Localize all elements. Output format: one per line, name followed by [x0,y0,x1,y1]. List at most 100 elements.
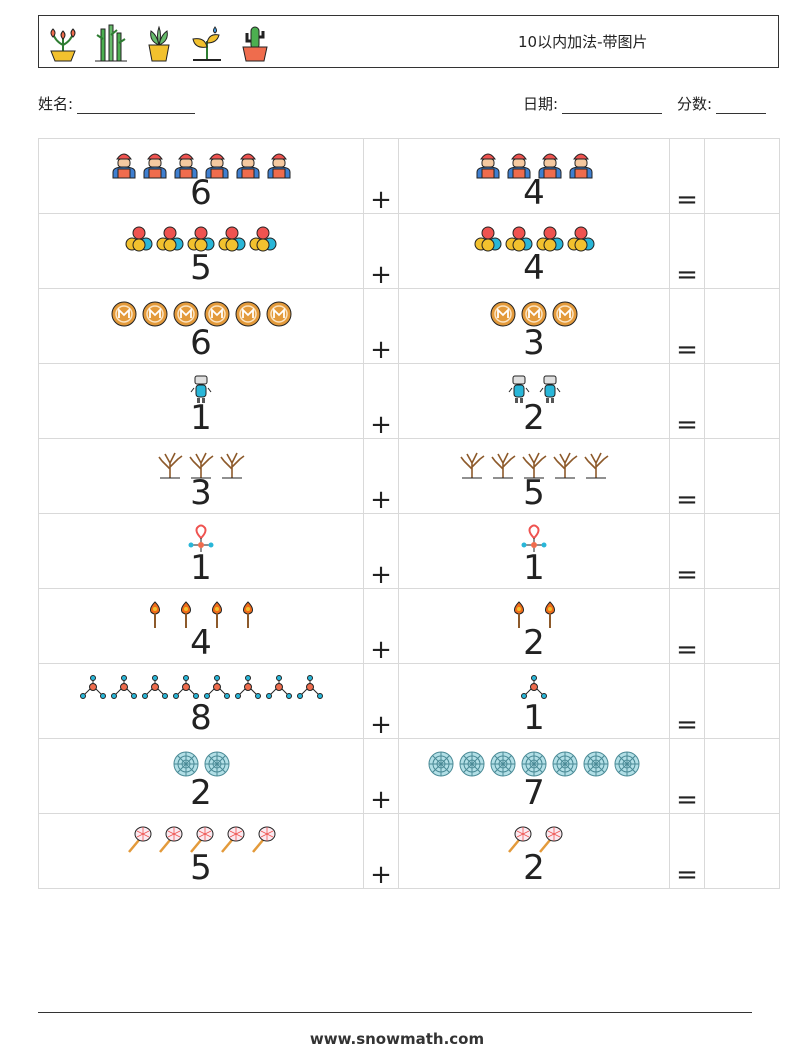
addend-b-number: 1 [523,698,545,738]
addend-b-pictures [399,597,669,631]
equals-sign: = [669,363,705,439]
addend-a-cell: 4 [38,588,364,664]
sprout-icon [192,26,221,61]
net-icon [507,826,531,853]
addend-a-pictures [39,222,363,256]
equals-sign: = [669,738,705,814]
addend-b-pictures [399,672,669,706]
net-icon [190,826,214,853]
problem-row: 8 +1 = [38,663,780,739]
score-blank[interactable] [716,99,767,114]
answer-cell[interactable] [704,438,780,514]
equals-sign: = [669,663,705,739]
worker-icon [267,153,290,179]
addend-b-number: 4 [523,248,545,288]
net-icon [221,826,245,853]
monero-coin-icon [521,301,547,327]
date-field: 日期: [523,93,663,114]
torch-icon [180,601,191,628]
monero-coin-icon [552,301,578,327]
answer-cell[interactable] [704,513,780,589]
addend-a-pictures [39,297,363,331]
problem-table: 6 +4 = 5 +4 = 6 +3 = 1 +2 = 3 +5 = 1 +1 = 4 +2 = 8 +1 = 2 +7 = 5 +2 = [38,138,780,889]
molecule-icon [521,675,547,699]
name-blank[interactable] [77,99,196,114]
molecule-icon [110,675,137,699]
plus-sign: + [363,738,399,814]
footer-url: www.snowmath.com [309,1030,485,1048]
molecule-icon [203,675,230,699]
net-icon [159,826,183,853]
bare-tree-icon [189,452,214,479]
addend-a-pictures [39,447,363,481]
problem-row: 5 +4 = [38,213,780,289]
spider-web-icon [173,751,198,777]
plus-sign: + [363,138,399,214]
addend-b-number: 2 [523,623,545,663]
answer-cell[interactable] [704,813,780,889]
addend-a-number: 1 [190,398,212,438]
answer-cell[interactable] [704,288,780,364]
addend-a-pictures [39,522,363,556]
bare-tree-icon [553,452,578,479]
answer-cell[interactable] [704,663,780,739]
worker-icon [569,153,592,179]
robot-icon [190,375,212,403]
molecule-icon [172,675,199,699]
addend-a-cell: 6 [38,138,364,214]
coins-icon [249,226,277,252]
addend-a-cell: 1 [38,363,364,439]
spider-web-icon [428,751,454,777]
molecule-icon [79,675,106,699]
coins-icon [536,226,563,252]
addend-b-cell: 1 [398,663,670,739]
torch-icon [242,601,253,628]
robot-icon [508,375,529,403]
addend-b-number: 4 [523,173,545,213]
torch-icon [513,601,524,628]
coins-icon [187,226,215,252]
bamboo-icon [95,24,127,62]
page-title: 10以内加法-带图片 [518,33,648,51]
addend-b-cell: 4 [398,138,670,214]
monero-coin-icon [266,301,291,327]
answer-cell[interactable] [704,213,780,289]
worker-icon [112,153,135,179]
equals-sign: = [669,588,705,664]
plus-sign: + [363,213,399,289]
location-pin-icon [521,524,547,552]
addend-a-number: 5 [190,848,212,888]
answer-cell[interactable] [704,138,780,214]
addend-a-pictures [39,372,363,406]
net-icon [538,826,562,853]
addend-a-pictures [39,147,363,181]
addend-b-cell: 5 [398,438,670,514]
answer-cell[interactable] [704,363,780,439]
problem-row: 1 +2 = [38,363,780,439]
answer-cell[interactable] [704,738,780,814]
monero-coin-icon [111,301,136,327]
addend-a-cell: 3 [38,438,364,514]
addend-b-cell: 2 [398,588,670,664]
addend-a-number: 4 [190,623,212,663]
plus-sign: + [363,813,399,889]
addend-a-pictures [39,597,363,631]
name-label: 姓名: [38,95,74,113]
spider-web-icon [614,751,640,777]
addend-b-pictures [399,747,669,781]
addend-a-number: 6 [190,323,212,363]
date-blank[interactable] [562,99,663,114]
addend-b-pictures [399,222,669,256]
cactus-pot-icon [242,26,268,62]
addend-b-pictures [399,147,669,181]
torch-icon [544,601,555,628]
worker-icon [143,153,166,179]
equals-sign: = [669,513,705,589]
addend-b-pictures [399,297,669,331]
spider-web-icon [521,751,547,777]
answer-cell[interactable] [704,588,780,664]
addend-b-cell: 2 [398,813,670,889]
worker-icon [205,153,228,179]
bare-tree-icon [220,452,245,479]
molecule-icon [296,675,323,699]
